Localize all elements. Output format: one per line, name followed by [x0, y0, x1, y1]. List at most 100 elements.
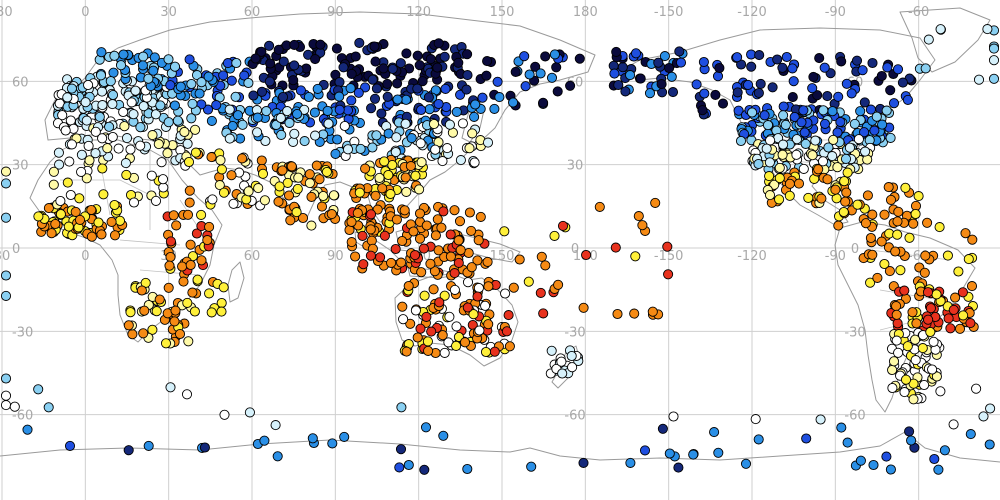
station-marker [913, 191, 924, 202]
station-marker [187, 287, 198, 298]
station-marker [76, 166, 87, 177]
station-marker [190, 124, 201, 135]
station-marker [717, 98, 729, 109]
station-marker [449, 205, 460, 216]
station-marker [872, 272, 883, 283]
station-marker [271, 119, 282, 130]
station-marker [865, 104, 876, 115]
station-marker [76, 149, 87, 160]
station-marker [867, 209, 878, 220]
station-marker [184, 54, 195, 65]
station-marker [855, 106, 866, 117]
station-marker [121, 169, 132, 180]
station-marker [887, 382, 898, 394]
station-marker [181, 389, 193, 400]
station-marker [276, 129, 287, 140]
station-marker [292, 108, 303, 120]
longitude-label-equator: -120 [737, 249, 767, 264]
station-marker [81, 115, 92, 126]
station-marker [931, 289, 942, 300]
station-marker [46, 228, 57, 239]
station-marker [410, 305, 421, 316]
station-marker [218, 187, 230, 198]
station-marker [354, 37, 365, 48]
station-marker [306, 191, 317, 202]
station-marker [55, 195, 66, 207]
station-markers [0, 24, 1000, 475]
station-marker [840, 153, 852, 164]
station-marker [342, 144, 354, 155]
station-marker [881, 105, 892, 116]
station-marker [897, 77, 908, 88]
station-marker [885, 194, 897, 205]
station-marker [264, 76, 275, 87]
station-marker [119, 121, 130, 132]
station-marker [33, 384, 44, 395]
station-marker [919, 379, 930, 391]
station-marker [735, 135, 747, 147]
station-marker [798, 163, 809, 174]
station-marker [332, 134, 343, 145]
station-marker [70, 206, 81, 217]
station-marker [449, 268, 460, 279]
station-marker [954, 323, 966, 334]
station-marker [958, 310, 969, 321]
station-marker [630, 48, 642, 59]
station-marker [423, 92, 434, 103]
station-marker [196, 255, 207, 266]
station-marker [126, 97, 137, 108]
station-marker [162, 148, 173, 159]
station-marker [323, 118, 334, 129]
station-marker [309, 107, 320, 118]
station-marker [879, 209, 890, 220]
station-marker [807, 150, 818, 161]
station-marker [433, 38, 444, 49]
station-marker [433, 245, 444, 256]
station-marker [123, 320, 134, 331]
station-marker [470, 99, 481, 110]
station-marker [929, 453, 940, 465]
station-marker [417, 76, 428, 87]
station-marker [472, 291, 483, 302]
station-marker [169, 316, 180, 327]
longitude-label-equator: 60 [244, 249, 261, 264]
station-marker [908, 218, 919, 229]
station-marker [467, 128, 478, 139]
station-marker [514, 254, 525, 265]
station-marker [157, 174, 169, 185]
station-marker [165, 382, 176, 393]
station-marker [907, 307, 918, 318]
station-marker [833, 220, 844, 231]
station-marker [787, 63, 798, 74]
station-marker [265, 58, 276, 69]
station-marker [120, 158, 131, 169]
station-marker [150, 109, 161, 120]
station-marker [104, 121, 115, 132]
station-marker [892, 216, 903, 227]
station-marker [520, 81, 531, 92]
station-marker [519, 51, 530, 62]
station-marker [904, 232, 915, 243]
station-marker [985, 403, 996, 414]
station-marker [950, 292, 961, 303]
station-marker [798, 105, 809, 116]
station-marker [399, 205, 410, 216]
station-marker [885, 85, 896, 96]
station-marker [358, 259, 369, 270]
station-marker [334, 104, 345, 115]
station-marker [374, 172, 385, 183]
station-marker [876, 70, 887, 82]
station-marker [186, 113, 197, 124]
station-marker [971, 383, 982, 394]
station-marker [931, 371, 942, 382]
station-marker [549, 230, 560, 241]
station-marker [146, 170, 157, 181]
station-marker [66, 139, 77, 150]
station-marker [842, 167, 853, 178]
station-marker [106, 216, 117, 227]
station-marker [121, 133, 133, 144]
station-marker [189, 306, 200, 317]
station-marker [788, 76, 799, 87]
station-marker [762, 120, 774, 131]
station-marker [253, 183, 264, 194]
